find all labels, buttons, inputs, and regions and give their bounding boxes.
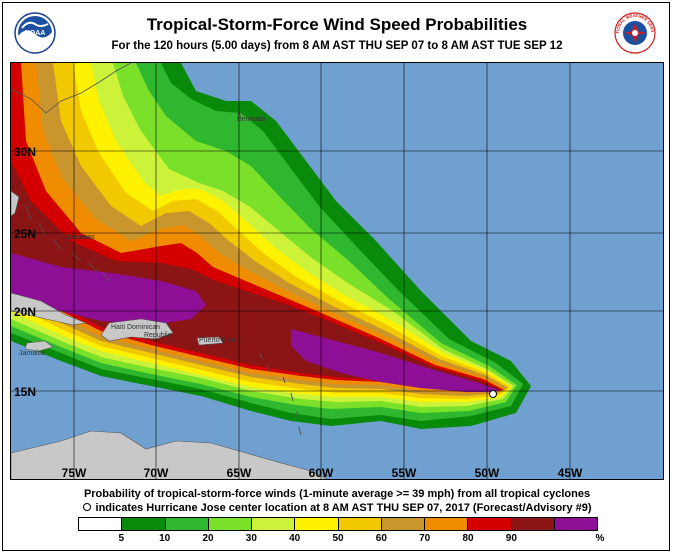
lon-label-55w: 55W	[392, 466, 417, 480]
map-canvas: 30N 25N 20N 15N 75W 70W 65W 60W 55W 50W …	[11, 63, 663, 480]
lat-label-25n: 25N	[14, 227, 36, 241]
land-lesser-antilles	[258, 352, 302, 436]
place-bahamas: Bahamas	[65, 234, 95, 241]
center-caption-text: indicates Hurricane Jose center location…	[95, 502, 592, 514]
land-south-america	[11, 430, 328, 479]
place-republic: Republic	[144, 332, 172, 339]
legend-swatch	[425, 518, 469, 530]
land-cuba	[11, 292, 88, 326]
lon-label-45w: 45W	[558, 466, 583, 480]
legend-swatch	[381, 518, 425, 530]
prob-band-max	[11, 253, 206, 325]
legend-swatch	[252, 518, 296, 530]
legend-swatch	[511, 518, 555, 530]
lon-label-65w: 65W	[227, 466, 252, 480]
legend-tick-label: 5	[118, 533, 125, 544]
legend-swatch	[468, 518, 512, 530]
noaa-logo: NOAA	[14, 12, 56, 54]
land-us-coast	[11, 63, 132, 114]
legend-tick-label: 10	[159, 533, 171, 544]
legend-swatch	[165, 518, 209, 530]
legend-tick-label: 90	[505, 533, 517, 544]
lon-label-75w: 75W	[62, 466, 87, 480]
legend-tick-label: 40	[289, 533, 301, 544]
storm-center-marker	[489, 390, 497, 398]
map-title: Tropical-Storm-Force Wind Speed Probabil…	[146, 15, 528, 34]
legend-tick-label: 60	[375, 533, 387, 544]
lon-label-70w: 70W	[144, 466, 169, 480]
legend-swatch	[295, 518, 339, 530]
land-puerto-rico	[196, 336, 224, 346]
lat-label-30n: 30N	[14, 145, 36, 159]
legend-tick-label: 20	[202, 533, 214, 544]
legend-caption: Probability of tropical-storm-force wind…	[83, 488, 591, 500]
probability-map: 30N 25N 20N 15N 75W 70W 65W 60W 55W 50W …	[10, 62, 664, 480]
graticule	[11, 63, 663, 479]
place-puerto-rico: Puerto Rico	[199, 337, 236, 344]
legend-tick-label: 70	[419, 533, 431, 544]
nws-logo: NATIONAL WEATHER SERVICE	[614, 12, 656, 54]
legend-swatch	[79, 518, 123, 530]
legend-ticks: 5 10 20 30 40 50 60 70 80 90%	[78, 533, 618, 547]
center-caption: indicates Hurricane Jose center location…	[0, 502, 674, 514]
place-hispaniola: Haiti Dominican	[111, 324, 160, 331]
legend-tick-label: 80	[462, 533, 474, 544]
legend-tick-label: 30	[245, 533, 257, 544]
prob-band-max-east	[291, 329, 499, 392]
legend-tick-label: 50	[332, 533, 344, 544]
header: NOAA Tropical-Storm-Force Wind Speed Pro…	[0, 0, 674, 62]
legend-swatch	[122, 518, 166, 530]
place-bermuda: Bermuda	[237, 116, 266, 123]
legend-swatch	[338, 518, 382, 530]
map-subtitle: For the 120 hours (5.00 days) from 8 AM …	[111, 40, 563, 52]
legend-tick-label: %	[595, 533, 605, 544]
lon-label-60w: 60W	[309, 466, 334, 480]
legend-swatch	[208, 518, 252, 530]
lon-label-50w: 50W	[475, 466, 500, 480]
lat-label-20n: 20N	[14, 305, 36, 319]
noaa-logo-text: NOAA	[25, 30, 46, 37]
place-jamaica: Jamaica	[19, 350, 45, 357]
center-marker-icon	[83, 503, 92, 511]
land-jamaica	[24, 340, 54, 352]
legend-swatch	[554, 518, 597, 530]
land-florida	[11, 190, 20, 217]
color-legend	[78, 517, 598, 531]
lat-label-15n: 15N	[14, 385, 36, 399]
land-bahamas	[25, 205, 110, 282]
